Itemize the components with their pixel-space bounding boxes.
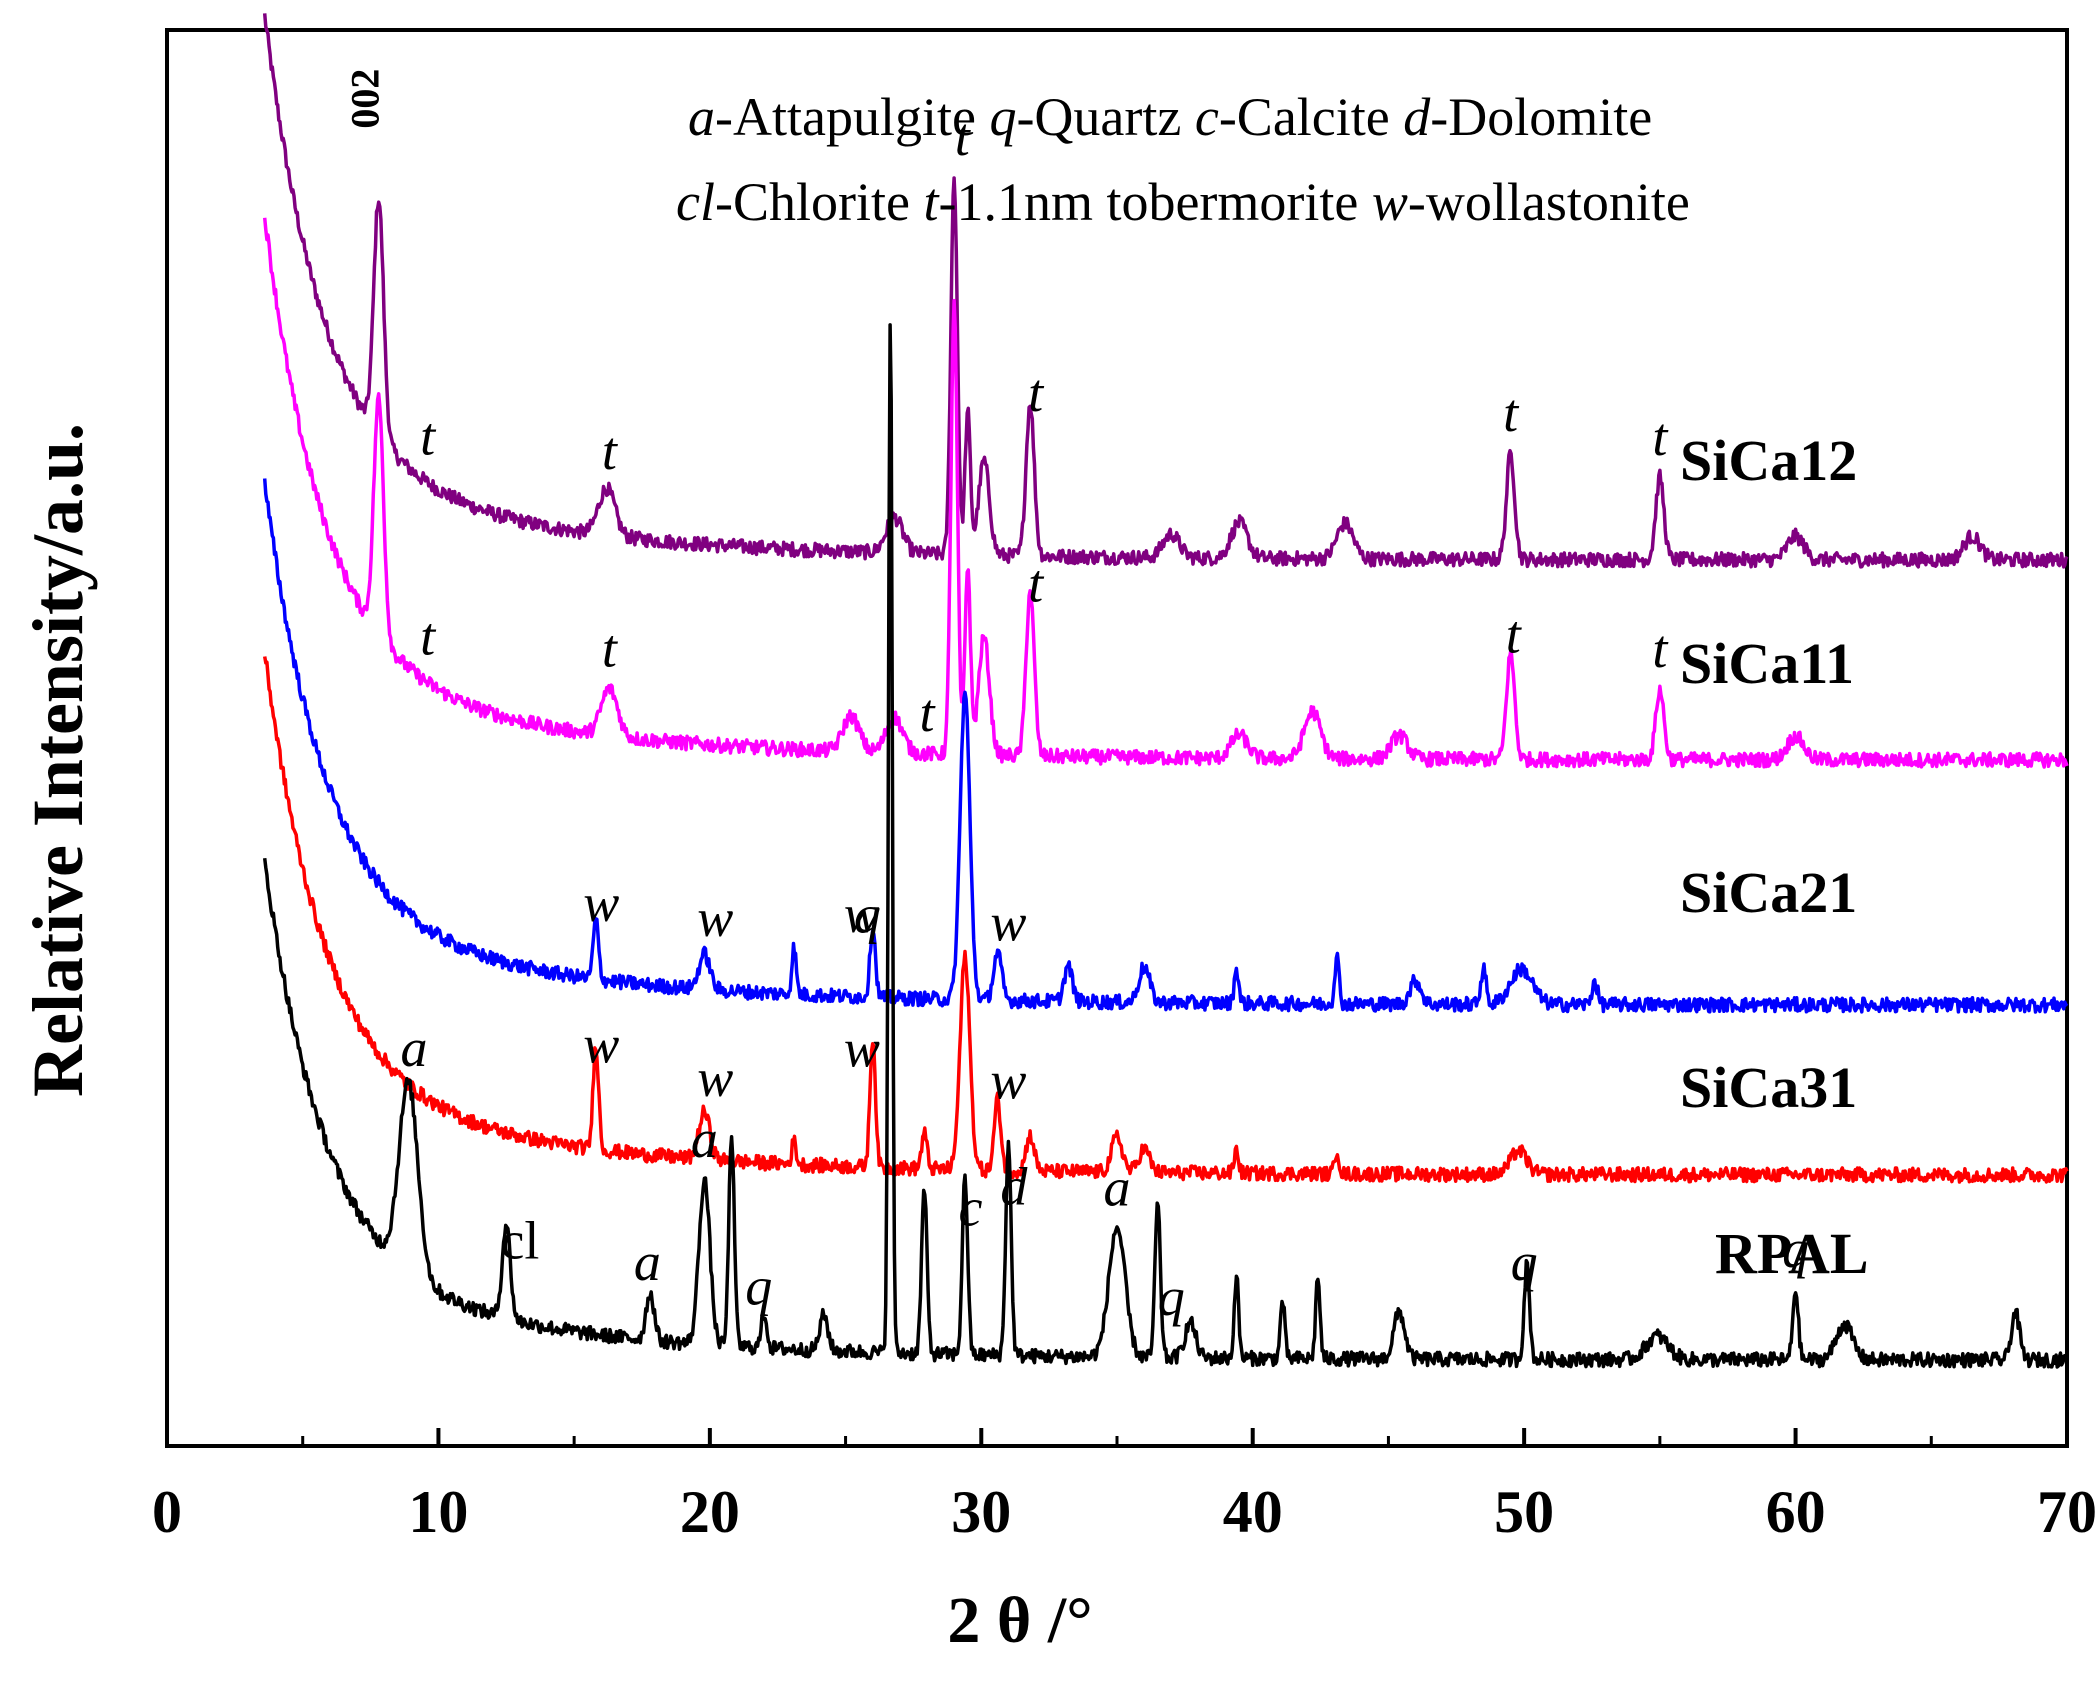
series-line-sica31	[262, 656, 2069, 1184]
peak-annotation: w	[990, 893, 1026, 953]
peak-annotation: q	[1511, 1232, 1538, 1292]
series-label-sica12: SiCa12	[1680, 428, 1857, 493]
legend-line-2: cl-Chlorite t-1.1nm tobermorite w-wollas…	[676, 172, 1690, 232]
peak-annotation: t	[919, 683, 936, 743]
x-tick-label: 30	[951, 1479, 1011, 1545]
peak-annotation: w	[697, 1048, 733, 1108]
peak-annotation: t	[955, 107, 972, 167]
peak-annotation: w	[990, 1050, 1026, 1110]
peak-annotation: t	[420, 607, 437, 667]
series-label-rpal: RPAL	[1715, 1221, 1869, 1286]
peak-annotation: a	[691, 1109, 718, 1169]
x-tick-label: 60	[1766, 1479, 1826, 1545]
peak-annotation: d	[1000, 1157, 1028, 1217]
peak-annotation: t	[1652, 407, 1669, 467]
x-tick-label: 10	[408, 1479, 468, 1545]
x-axis-ticks: 0 10 20 30 40 50 60 70	[152, 1428, 2097, 1545]
x-tick-label: 20	[680, 1479, 740, 1545]
peak-annotation: 002	[343, 69, 388, 129]
peak-annotation: w	[583, 873, 619, 933]
peak-annotation: w	[844, 1018, 880, 1078]
series-layer	[262, 13, 2069, 1369]
series-line-rpal	[262, 323, 2069, 1369]
peak-annotation: w	[844, 884, 880, 944]
legend-line-1: a-Attapulgite q-Quartz c-Calcite d-Dolom…	[688, 87, 1652, 147]
peak-annotation: t	[1028, 363, 1045, 423]
x-axis-title: 2 θ /°	[947, 1584, 1092, 1657]
peak-annotation: t	[602, 619, 619, 679]
peak-annotation: c	[958, 1177, 982, 1237]
peak-annotation: a	[634, 1232, 661, 1292]
x-tick-label: 50	[1494, 1479, 1554, 1545]
series-labels: SiCa12 SiCa11 SiCa21 SiCa31 RPAL	[1680, 428, 1869, 1286]
x-tick-label: 40	[1223, 1479, 1283, 1545]
x-tick-label: 0	[152, 1479, 182, 1545]
peak-annotation: t	[1506, 604, 1523, 664]
peak-annotation: q	[1158, 1267, 1185, 1327]
peak-annotation: a	[401, 1018, 428, 1078]
series-line-sica11	[262, 217, 2069, 769]
y-axis-title: Relative Intensity/a.u.	[18, 423, 98, 1097]
peak-annotation: q	[745, 1256, 772, 1316]
series-label-sica21: SiCa21	[1680, 860, 1857, 925]
peak-annotation: t	[1652, 619, 1669, 679]
peak-annotation: q	[854, 884, 881, 944]
peak-annotation: a	[1104, 1157, 1131, 1217]
peak-annotation: t	[602, 421, 619, 481]
series-line-sica21	[262, 478, 2069, 1014]
peak-annotation: w	[583, 1014, 619, 1074]
series-line-sica12	[262, 13, 2069, 569]
peak-annotation: q	[1782, 1219, 1809, 1279]
series-label-sica31: SiCa31	[1680, 1055, 1857, 1120]
peak-annotation: t	[1028, 554, 1045, 614]
peak-annotation: t	[1503, 383, 1520, 443]
series-label-sica11: SiCa11	[1680, 631, 1854, 696]
x-tick-label: 70	[2037, 1479, 2097, 1545]
peak-annotation: w	[697, 888, 733, 948]
peak-annotation: cl	[500, 1211, 539, 1271]
peak-annotation: t	[420, 407, 437, 467]
